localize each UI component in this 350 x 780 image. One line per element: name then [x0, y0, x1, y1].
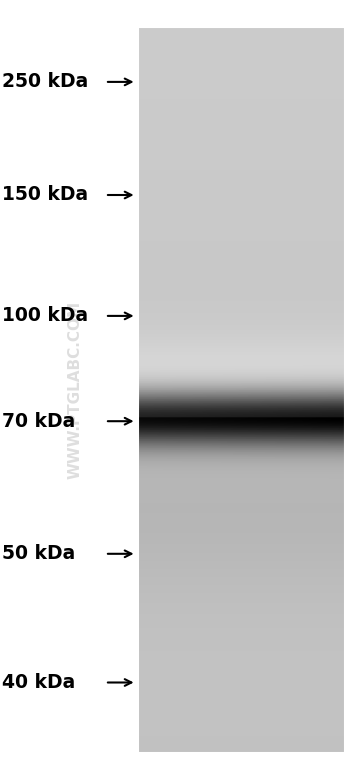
- Text: WWW.PTGLABC.COM: WWW.PTGLABC.COM: [68, 301, 83, 479]
- Text: 50 kDa: 50 kDa: [2, 544, 75, 563]
- Text: 150 kDa: 150 kDa: [2, 186, 88, 204]
- Text: 250 kDa: 250 kDa: [2, 73, 88, 91]
- Text: 40 kDa: 40 kDa: [2, 673, 75, 692]
- Text: 100 kDa: 100 kDa: [2, 307, 88, 325]
- Text: 70 kDa: 70 kDa: [2, 412, 75, 431]
